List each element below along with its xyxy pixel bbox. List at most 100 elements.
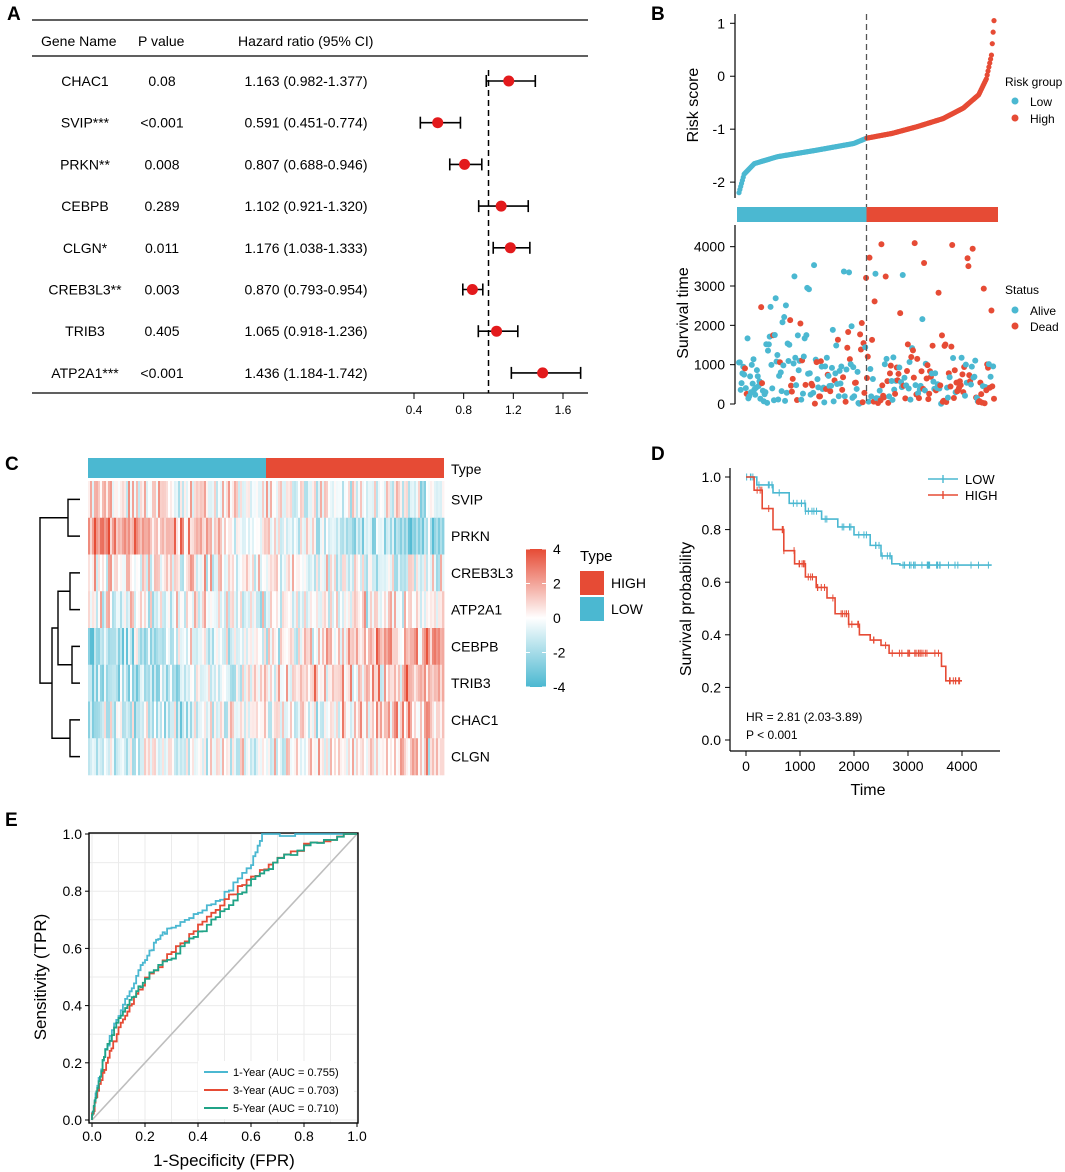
surv-point: [795, 367, 802, 374]
heatmap-cell: [214, 628, 217, 666]
heatmap-cell: [88, 701, 91, 739]
heatmap-cell: [222, 628, 225, 666]
heatmap-cell: [402, 517, 405, 555]
heatmap-gene-label: CREB3L3: [451, 565, 513, 581]
heatmap-cell: [394, 738, 397, 776]
surv-point: [841, 393, 848, 400]
heatmap-cell: [192, 591, 195, 629]
heatmap-cell: [242, 517, 245, 555]
heatmap-cell: [294, 664, 297, 702]
heatmap-cell: [412, 517, 415, 555]
heatmap-cell: [166, 517, 169, 555]
heatmap-cell: [412, 481, 415, 519]
heatmap-cell: [390, 554, 393, 592]
heatmap-cell: [298, 738, 301, 776]
heatmap-cell: [310, 481, 313, 519]
heatmap-cell: [104, 481, 107, 519]
heatmap-cell: [318, 481, 321, 519]
heatmap-cell: [376, 664, 379, 702]
heatmap-cell: [324, 481, 327, 519]
risk-point: [991, 18, 997, 24]
heatmap-cell: [142, 738, 145, 776]
heatmap-cell: [358, 517, 361, 555]
heatmap-cell: [288, 628, 291, 666]
heatmap-cell: [234, 591, 237, 629]
heatmap-cell: [350, 517, 353, 555]
heatmap-gene-label: TRIB3: [451, 675, 491, 691]
heatmap-cell: [426, 517, 429, 555]
heatmap-cell: [418, 701, 421, 739]
heatmap-cell: [170, 554, 173, 592]
heatmap-cell: [238, 738, 241, 776]
heatmap-cell: [118, 517, 121, 555]
heatmap-cell: [388, 664, 391, 702]
heatmap-cell: [338, 517, 341, 555]
heatmap-cell: [192, 738, 195, 776]
heatmap-cell: [326, 738, 329, 776]
heatmap-cell: [264, 628, 267, 666]
heatmap-cell: [372, 591, 375, 629]
heatmap-cell: [354, 517, 357, 555]
surv-legend-title: Status: [1005, 283, 1039, 297]
heatmap-cell: [272, 481, 275, 519]
heatmap-cell: [324, 664, 327, 702]
heatmap-cell: [388, 481, 391, 519]
heatmap-cell: [358, 591, 361, 629]
heatmap-cell: [232, 517, 235, 555]
heatmap-cell: [402, 701, 405, 739]
heatmap-cell: [442, 628, 445, 666]
heatmap-cell: [380, 738, 383, 776]
heatmap-cell: [310, 738, 313, 776]
heatmap-cell: [172, 664, 175, 702]
heatmap-cell: [264, 554, 267, 592]
heatmap-cell: [342, 628, 345, 666]
heatmap-cell: [98, 701, 101, 739]
heatmap-cell: [432, 701, 435, 739]
heatmap-cell: [206, 554, 209, 592]
surv-point: [827, 388, 834, 395]
heatmap-cell: [130, 554, 133, 592]
surv-point: [892, 390, 899, 397]
dendrogram-branch: [51, 627, 70, 739]
heatmap-cell: [396, 481, 399, 519]
heatmap-cell: [120, 738, 123, 776]
heatmap-cell: [392, 701, 395, 739]
heatmap-cell: [406, 517, 409, 555]
heatmap-cell: [210, 701, 213, 739]
surv-point: [828, 364, 835, 371]
heatmap-legend-title: Type: [580, 548, 613, 565]
km-xtick-label: 4000: [946, 758, 977, 774]
heatmap-cell: [150, 701, 153, 739]
heatmap-cell: [370, 554, 373, 592]
heatmap-cell: [276, 738, 279, 776]
heatmap-cell: [208, 628, 211, 666]
heatmap-cell: [436, 481, 439, 519]
heatmap-cell: [352, 701, 355, 739]
heatmap-cell: [262, 517, 265, 555]
surv-point: [806, 370, 813, 377]
roc-curve-3: [91, 833, 357, 1120]
heatmap-cell: [392, 664, 395, 702]
heatmap-cell: [380, 481, 383, 519]
surv-point: [880, 394, 887, 401]
heatmap-cell: [140, 481, 143, 519]
surv-point: [908, 354, 915, 361]
heatmap-cell: [200, 628, 203, 666]
heatmap-cell: [398, 628, 401, 666]
forest-point: [459, 158, 471, 170]
heatmap-cell: [150, 517, 153, 555]
heatmap-cell: [230, 738, 233, 776]
heatmap-cell: [390, 738, 393, 776]
surv-point: [869, 336, 876, 343]
heatmap-cell: [300, 591, 303, 629]
heatmap-cell: [378, 517, 381, 555]
heatmap-cell: [282, 591, 285, 629]
heatmap-cell: [328, 481, 331, 519]
heatmap-cell: [110, 738, 113, 776]
roc-xlabel: 1-Specificity (FPR): [153, 1151, 295, 1170]
heatmap-cell: [302, 628, 305, 666]
heatmap-cell: [172, 517, 175, 555]
heatmap-cell: [432, 481, 435, 519]
heatmap-cell: [142, 481, 145, 519]
heatmap-cell: [442, 701, 445, 739]
